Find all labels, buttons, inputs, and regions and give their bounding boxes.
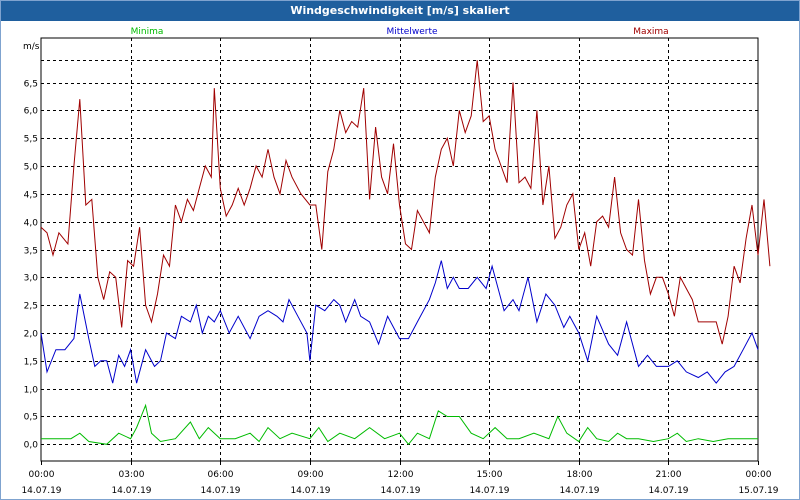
series-line-maxima xyxy=(40,60,771,345)
y-tick-label: 3,5 xyxy=(24,247,38,257)
series-line-mittelwerte xyxy=(40,260,759,384)
y-tick-label: 6,0 xyxy=(24,107,39,117)
series-layer xyxy=(40,60,771,446)
x-tick-date: 15.07.19 xyxy=(738,486,778,496)
y-tick-label: 2,0 xyxy=(24,330,39,340)
x-tick-time: 09:00 xyxy=(298,470,324,480)
x-tick-date: 14.07.19 xyxy=(559,486,599,496)
y-tick-label: 3,0 xyxy=(24,274,39,284)
y-tick-label: 6,5 xyxy=(24,80,38,90)
y-tick-label: 5,5 xyxy=(24,135,38,145)
y-tick-label: 2,5 xyxy=(24,302,38,312)
x-tick-date: 14.07.19 xyxy=(290,486,330,496)
x-tick-time: 03:00 xyxy=(119,470,145,480)
chart-title: Windgeschwindigkeit [m/s] skaliert xyxy=(1,1,799,21)
y-tick-label: 1,5 xyxy=(24,358,38,368)
legend-item-mittelwerte: Mittelwerte xyxy=(386,27,437,37)
x-tick-time: 21:00 xyxy=(656,470,682,480)
x-tick-date: 14.07.19 xyxy=(111,486,151,496)
x-tick-date: 14.07.19 xyxy=(469,486,509,496)
x-tick-date: 14.07.19 xyxy=(21,486,61,496)
y-tick-label: 4,0 xyxy=(24,219,39,229)
x-tick-date: 14.07.19 xyxy=(648,486,688,496)
y-tick-label: 0,0 xyxy=(24,441,39,451)
legend-item-maxima: Maxima xyxy=(633,27,668,37)
y-tick-label: 4,5 xyxy=(24,191,38,201)
y-tick-label: 5,0 xyxy=(24,163,39,173)
y-tick-label: 0,5 xyxy=(24,413,38,423)
x-tick-date: 14.07.19 xyxy=(380,486,420,496)
x-tick-time: 18:00 xyxy=(567,470,593,480)
x-tick-time: 00:00 xyxy=(29,470,55,480)
x-tick-time: 15:00 xyxy=(477,470,503,480)
legend-item-minima: Minima xyxy=(131,27,164,37)
grid-layer xyxy=(41,38,758,461)
y-tick-label: 1,0 xyxy=(24,386,39,396)
x-tick-date: 14.07.19 xyxy=(200,486,240,496)
series-line-minima xyxy=(41,403,758,446)
x-tick-time: 12:00 xyxy=(388,470,414,480)
x-tick-time: 00:00 xyxy=(746,470,772,480)
legend: Minima Mittelwerte Maxima xyxy=(131,27,669,37)
x-tick-time: 06:00 xyxy=(208,470,234,480)
y-axis-label: m/s xyxy=(23,42,40,52)
plot-frame xyxy=(40,37,759,462)
axes-layer: 0,0 0,5 1,0 1,5 2,0 2,5 3,0 3,5 4,0 4,5 5,0 5,5 6,0 6… xyxy=(21,37,779,496)
